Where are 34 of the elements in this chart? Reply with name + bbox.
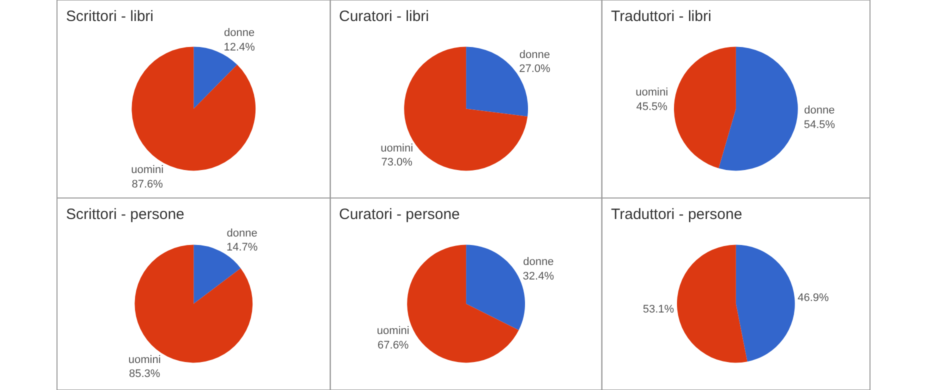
slice-label: donne	[523, 256, 554, 268]
slice-label: donne	[224, 27, 255, 40]
data-label: 45.5%	[636, 100, 668, 113]
slice-label: uomini	[380, 142, 414, 154]
chart-title: Curatori - persone	[339, 206, 460, 223]
pie-slice	[466, 244, 525, 330]
chart-title: Traduttori - persone	[611, 206, 742, 223]
data-label: 27.0%	[519, 63, 551, 76]
pie-slice	[674, 46, 736, 168]
data-label: 53.1%	[642, 304, 674, 316]
slice-label: uomini	[128, 354, 161, 366]
chart-title: Curatori - libri	[339, 8, 430, 25]
pie-slice	[736, 244, 795, 362]
data-label: 46.9%	[798, 292, 830, 304]
slice-label: donne	[804, 104, 835, 117]
data-label: 14.7%	[226, 242, 258, 254]
pie-slice	[677, 244, 748, 363]
data-label: 12.4%	[224, 41, 256, 54]
slice-label: uomini	[376, 325, 410, 338]
data-label: 87.6%	[132, 178, 164, 190]
pie-slice	[718, 46, 798, 171]
data-label: 85.3%	[128, 368, 160, 380]
slice-label: donne	[519, 48, 550, 61]
data-label: 73.0%	[381, 156, 413, 169]
slice-label: uomini	[636, 86, 668, 99]
slice-label: uomini	[131, 164, 164, 176]
slice-label: donne	[226, 227, 258, 240]
chart-title: Scrittori - persone	[66, 206, 184, 223]
chart-title: Traduttori - libri	[611, 8, 712, 25]
data-label: 54.5%	[804, 118, 836, 131]
chart-title: Scrittori - libri	[66, 8, 154, 25]
pie-slice	[407, 244, 519, 363]
data-label: 32.4%	[522, 270, 554, 282]
data-label: 67.6%	[378, 339, 409, 352]
